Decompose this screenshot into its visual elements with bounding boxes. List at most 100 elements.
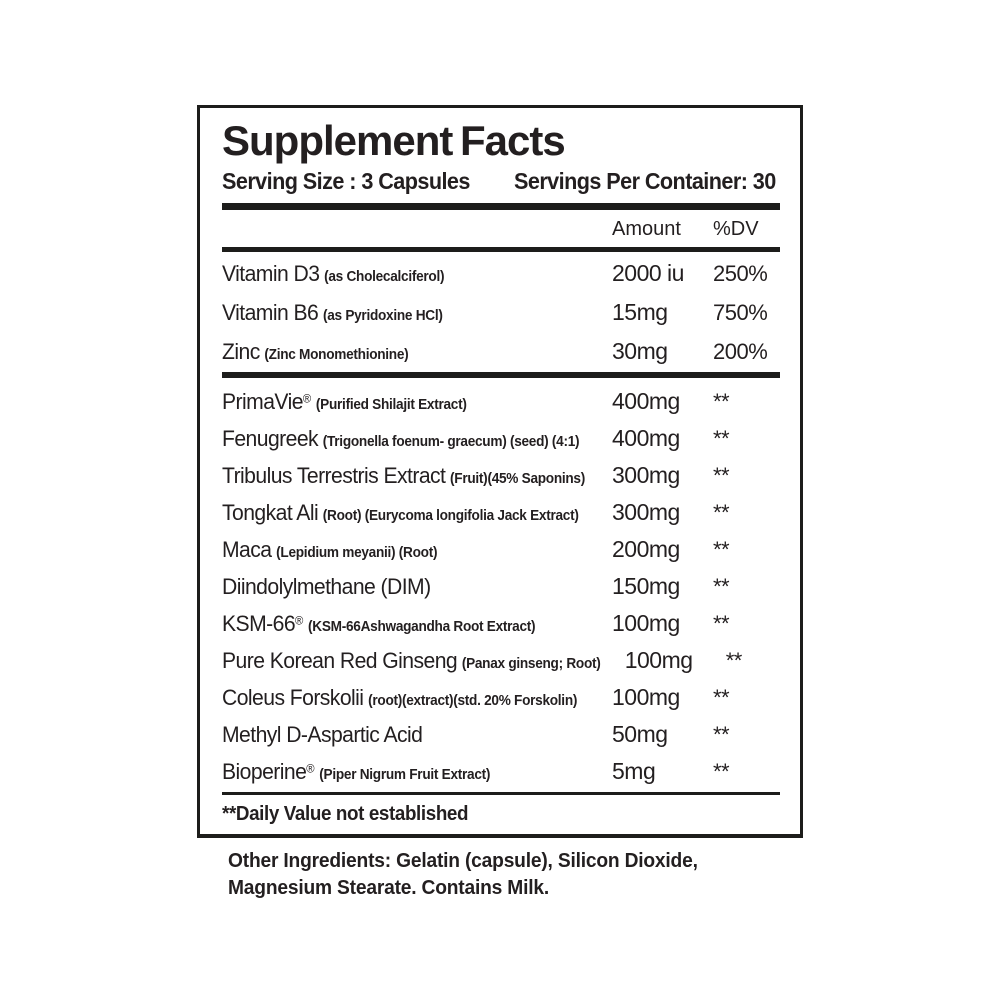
ingredient-detail: (Piper Nigrum Fruit Extract) <box>319 767 491 784</box>
panel-title: Supplement Facts <box>222 117 566 164</box>
nutrient-dv: 200% <box>713 339 768 365</box>
ingredient-row: Diindolylmethane (DIM) 150mg ** <box>222 566 780 603</box>
supplement-facts-panel: Supplement Facts Serving Size : 3 Capsul… <box>197 105 803 838</box>
ingredient-dv: ** <box>713 389 730 415</box>
nutrient-row: Vitamin B6 (as Pyridoxine HCl) 15mg 750% <box>222 291 780 330</box>
divider-section <box>222 372 780 379</box>
ingredient-name: Bioperine <box>222 759 307 785</box>
ingredient-detail: (Panax ginseng; Root) <box>461 656 601 673</box>
ingredient-row: Coleus Forskolii (root)(extract)(std. 20%… <box>222 677 780 714</box>
nutrient-name-cell: Zinc (Zinc Monomethionine) <box>222 339 612 365</box>
ingredient-detail: (Root) (Eurycoma longifolia Jack Extract… <box>322 508 579 525</box>
ingredient-name-cell: Pure Korean Red Ginseng (Panax ginseng; R… <box>222 648 625 674</box>
ingredient-dv: ** <box>725 648 743 674</box>
ingredient-amount: 400mg <box>612 388 680 415</box>
daily-value-footnote-text: **Daily Value not established <box>222 803 469 826</box>
ingredient-dv: ** <box>713 537 730 563</box>
ingredient-amount: 5mg <box>612 758 656 785</box>
ingredient-dv: ** <box>713 685 730 711</box>
ingredient-detail: (Fruit)(45% Saponins) <box>450 471 585 488</box>
ingredient-amount: 200mg <box>612 536 680 563</box>
other-ingredients: Other Ingredients: Gelatin (capsule), Si… <box>228 848 717 902</box>
ingredient-dv: ** <box>713 463 730 489</box>
ingredient-name-cell: Diindolylmethane (DIM) <box>222 574 612 600</box>
ingredient-name: Fenugreek <box>222 426 319 452</box>
ingredient-amount: 400mg <box>612 425 680 452</box>
ingredient-name: Diindolylmethane (DIM) <box>222 574 431 600</box>
ingredient-name: KSM-66 <box>222 611 296 637</box>
ingredient-name-cell: Tongkat Ali (Root) (Eurycoma longifolia J… <box>222 500 612 526</box>
ingredient-row: Bioperine® (Piper Nigrum Fruit Extract) 5… <box>222 751 780 788</box>
nutrient-detail: (as Cholecalciferol) <box>324 269 445 286</box>
ingredient-amount: 50mg <box>612 721 668 748</box>
ingredient-name: Methyl D-Aspartic Acid <box>222 722 423 748</box>
nutrient-amount: 30mg <box>612 338 668 365</box>
ingredient-amount: 100mg <box>624 647 693 674</box>
nutrient-amount: 15mg <box>612 299 668 326</box>
ingredient-detail: (Lepidium meyanii) (Root) <box>276 545 438 562</box>
column-header-row: Amount %DV <box>222 210 780 246</box>
ingredient-detail: (root)(extract)(std. 20% Forskolin) <box>368 693 578 710</box>
amount-column-header: Amount <box>612 218 681 241</box>
ingredient-name-cell: Tribulus Terrestris Extract (Fruit)(45% S… <box>222 463 612 489</box>
ingredient-detail: (Trigonella foenum- graecum) (seed) (4:1… <box>322 434 580 451</box>
ingredient-dv: ** <box>713 426 730 452</box>
nutrient-name: Vitamin D3 <box>222 261 320 287</box>
other-ingredients-line1: Other Ingredients: Gelatin (capsule), Si… <box>228 850 698 872</box>
servings-per-container: Servings Per Container: 30 <box>513 168 776 195</box>
ingredient-name-cell: Fenugreek (Trigonella foenum- graecum) (s… <box>222 426 612 452</box>
registered-mark: ® <box>295 614 304 629</box>
nutrient-detail: (Zinc Monomethionine) <box>264 347 409 364</box>
ingredient-detail: (Purified Shilajit Extract) <box>315 397 467 414</box>
ingredient-dv: ** <box>713 500 730 526</box>
ingredient-row: Fenugreek (Trigonella foenum- graecum) (s… <box>222 418 780 455</box>
ingredient-name: Tongkat Ali <box>222 500 319 526</box>
divider-top <box>222 203 780 211</box>
nutrient-name-cell: Vitamin D3 (as Cholecalciferol) <box>222 261 612 287</box>
ingredient-name-cell: KSM-66® (KSM-66Ashwagandha Root Extract) <box>222 611 612 637</box>
ingredient-amount: 300mg <box>612 499 680 526</box>
ingredient-row: Pure Korean Red Ginseng (Panax ginseng; R… <box>222 640 780 677</box>
ingredient-dv: ** <box>713 722 730 748</box>
ingredient-name-cell: Maca (Lepidium meyanii) (Root) <box>222 537 612 563</box>
vitamin-rows: Vitamin D3 (as Cholecalciferol) 2000 iu 2… <box>222 252 780 369</box>
nutrient-name: Vitamin B6 <box>222 300 319 326</box>
nutrient-name: Zinc <box>222 339 260 365</box>
registered-mark: ® <box>302 392 312 407</box>
divider-footnote <box>222 792 780 796</box>
nutrient-amount: 2000 iu <box>612 260 684 287</box>
ingredient-name: Coleus Forskolii <box>222 685 364 711</box>
ingredient-name: Tribulus Terrestris Extract <box>222 463 446 489</box>
ingredient-dv: ** <box>713 574 730 600</box>
ingredient-rows: PrimaVie® (Purified Shilajit Extract) 400… <box>222 381 780 788</box>
ingredient-amount: 150mg <box>612 573 680 600</box>
serving-info: Serving Size : 3 Capsules Servings Per C… <box>222 168 780 195</box>
ingredient-amount: 300mg <box>612 462 680 489</box>
other-ingredients-line2: Magnesium Stearate. Contains Milk. <box>228 877 550 899</box>
nutrient-name-cell: Vitamin B6 (as Pyridoxine HCl) <box>222 300 612 326</box>
nutrient-row: Zinc (Zinc Monomethionine) 30mg 200% <box>222 330 780 369</box>
ingredient-row: Tribulus Terrestris Extract (Fruit)(45% S… <box>222 455 780 492</box>
divider-header <box>222 247 780 253</box>
nutrient-row: Vitamin D3 (as Cholecalciferol) 2000 iu 2… <box>222 252 780 291</box>
ingredient-name: Maca <box>222 537 272 563</box>
ingredient-name: PrimaVie <box>222 389 303 415</box>
ingredient-row: Methyl D-Aspartic Acid 50mg ** <box>222 714 780 751</box>
ingredient-row: Maca (Lepidium meyanii) (Root) 200mg ** <box>222 529 780 566</box>
dv-column-header: %DV <box>713 218 759 241</box>
ingredient-amount: 100mg <box>612 684 680 711</box>
ingredient-name: Pure Korean Red Ginseng <box>222 648 458 674</box>
daily-value-footnote: **Daily Value not established <box>222 795 780 826</box>
ingredient-row: KSM-66® (KSM-66Ashwagandha Root Extract) … <box>222 603 780 640</box>
ingredient-row: PrimaVie® (Purified Shilajit Extract) 400… <box>222 381 780 418</box>
ingredient-dv: ** <box>713 759 730 785</box>
serving-size: Serving Size : 3 Capsules <box>222 168 470 195</box>
ingredient-dv: ** <box>713 611 730 637</box>
ingredient-name-cell: PrimaVie® (Purified Shilajit Extract) <box>222 389 612 415</box>
ingredient-row: Tongkat Ali (Root) (Eurycoma longifolia J… <box>222 492 780 529</box>
ingredient-detail: (KSM-66Ashwagandha Root Extract) <box>308 619 536 636</box>
ingredient-name-cell: Coleus Forskolii (root)(extract)(std. 20%… <box>222 685 612 711</box>
ingredient-amount: 100mg <box>612 610 680 637</box>
ingredient-name-cell: Methyl D-Aspartic Acid <box>222 722 612 748</box>
